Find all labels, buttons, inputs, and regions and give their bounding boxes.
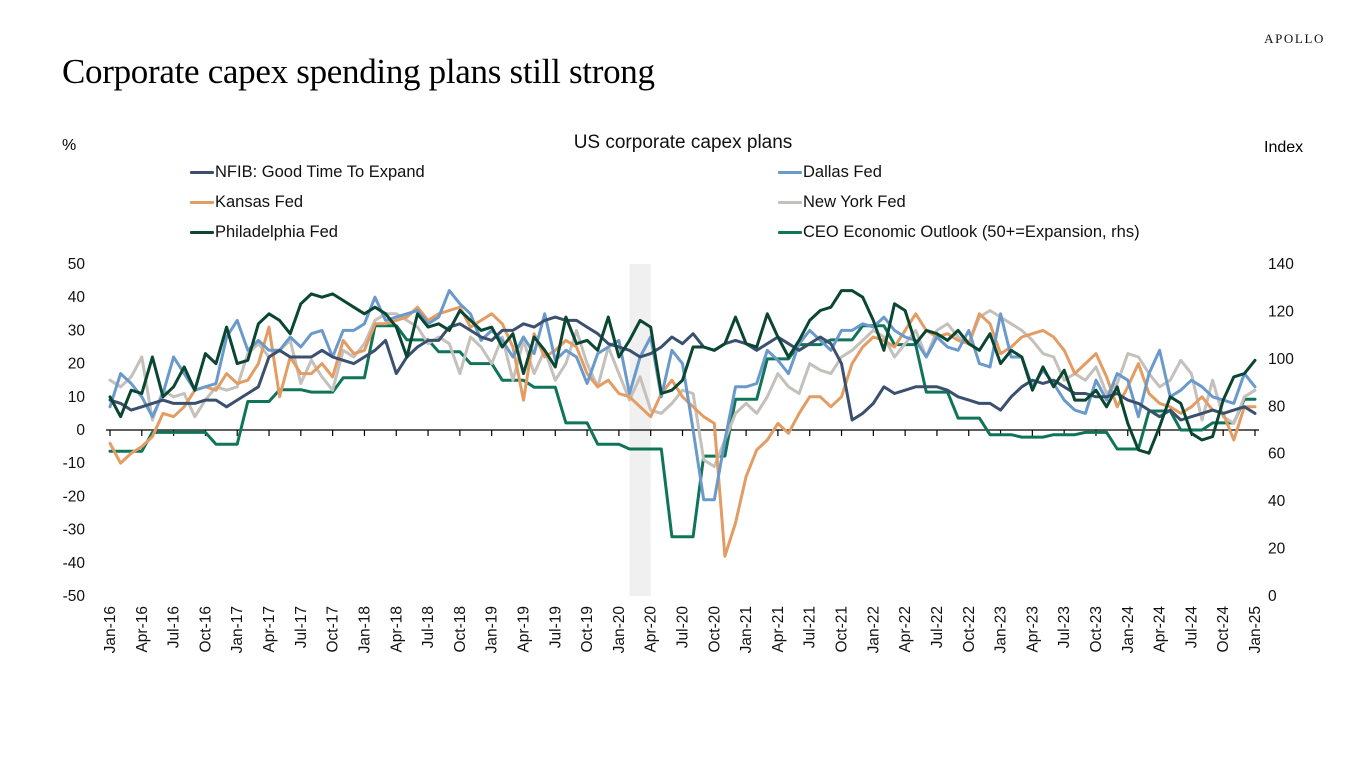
- x-tick-label: Jan-24: [1120, 606, 1137, 654]
- series-line-dallas-fed: [108, 289, 1257, 502]
- x-tick-label: Apr-24: [1152, 606, 1169, 653]
- x-tick-label: Apr-23: [1024, 606, 1041, 653]
- x-tick-label: Jan-19: [484, 606, 501, 653]
- x-tick-label: Jul-19: [547, 606, 564, 648]
- x-tick-label: Jan-21: [738, 606, 755, 653]
- y-tick-label-left: -50: [63, 588, 86, 605]
- legend-swatch-ceo-outlook: [778, 230, 802, 234]
- x-tick-label: Apr-18: [388, 606, 405, 653]
- y-tick-label-left: 30: [68, 322, 86, 339]
- x-tick-label: Jan-23: [993, 606, 1010, 653]
- x-tick-label: Oct-21: [834, 606, 851, 653]
- page-title: Corporate capex spending plans still str…: [62, 52, 655, 91]
- series-line-philadelphia-fed: [108, 289, 1257, 455]
- y-tick-label-left: -20: [63, 488, 86, 505]
- y-tick-label-left: 20: [68, 356, 86, 373]
- y-tick-label-right: 40: [1268, 493, 1286, 510]
- axes: 50403020100-10-20-30-40-5014012010080604…: [63, 256, 1295, 653]
- x-tick-label: Apr-16: [134, 606, 151, 653]
- x-tick-label: Apr-19: [515, 606, 532, 653]
- y-tick-label-right: 60: [1268, 446, 1286, 463]
- legend-label-new-york-fed: New York Fed: [803, 192, 906, 211]
- legend-label-nfib: NFIB: Good Time To Expand: [215, 162, 425, 181]
- x-tick-label: Jul-21: [802, 606, 819, 648]
- legend-label-kansas-fed: Kansas Fed: [215, 192, 304, 211]
- x-tick-label: Jul-20: [675, 606, 692, 649]
- legend-item-nfib: NFIB: Good Time To Expand: [190, 161, 425, 183]
- x-tick-label: Apr-20: [643, 606, 660, 653]
- x-tick-label: Jul-18: [420, 606, 437, 648]
- y-tick-label-left: 10: [68, 389, 86, 406]
- x-tick-label: Apr-17: [261, 606, 278, 653]
- series-line-new-york-fed: [108, 309, 1257, 468]
- x-tick-label: Jul-22: [929, 606, 946, 648]
- series-line-nfib-good-time-to-expand: [108, 315, 1257, 422]
- x-tick-label: Oct-24: [1215, 606, 1232, 653]
- x-tick-label: Jul-17: [293, 606, 310, 648]
- x-tick-label: Oct-20: [706, 606, 723, 653]
- legend-swatch-new-york-fed: [778, 200, 802, 204]
- x-tick-label: Jan-17: [229, 606, 246, 653]
- legend-swatch-philadelphia-fed: [190, 230, 214, 234]
- x-tick-label: Oct-19: [579, 606, 596, 653]
- legend-item-kansas-fed: Kansas Fed: [190, 191, 303, 213]
- legend-label-philadelphia-fed: Philadelphia Fed: [215, 222, 338, 241]
- x-tick-label: Jul-16: [166, 606, 183, 648]
- y-tick-label-right: 120: [1268, 303, 1294, 320]
- y-tick-label-right: 80: [1268, 398, 1286, 415]
- chart-title: US corporate capex plans: [573, 132, 793, 153]
- legend-swatch-kansas-fed: [190, 200, 214, 204]
- y-tick-label-left: -10: [63, 455, 86, 472]
- x-tick-label: Jan-22: [865, 606, 882, 653]
- x-tick-label: Oct-23: [1088, 606, 1105, 653]
- y-tick-label-left: 40: [68, 289, 86, 306]
- y-tick-label-right: 100: [1268, 351, 1294, 368]
- x-tick-label: Oct-17: [325, 606, 342, 653]
- y-tick-label-right: 0: [1268, 588, 1277, 605]
- legend-item-philadelphia-fed: Philadelphia Fed: [190, 221, 338, 243]
- brand-logo: APOLLO: [1264, 31, 1325, 46]
- legend-label-ceo-outlook: CEO Economic Outlook (50+=Expansion, rhs…: [803, 222, 1140, 241]
- x-tick-label: Jan-18: [356, 606, 373, 653]
- left-axis-unit-label: %: [62, 137, 77, 154]
- right-axis-unit-label: Index: [1264, 139, 1304, 156]
- series-layer: [108, 289, 1257, 558]
- x-tick-label: Jan-25: [1247, 606, 1264, 653]
- x-tick-label: Jul-23: [1056, 606, 1073, 648]
- y-tick-label-left: -30: [63, 522, 86, 539]
- legend-swatch-dallas-fed: [778, 170, 802, 174]
- series-line-kansas-fed: [108, 305, 1257, 558]
- x-tick-label: Oct-18: [452, 606, 469, 653]
- y-tick-label-right: 20: [1268, 541, 1286, 558]
- x-tick-label: Jan-16: [102, 606, 119, 653]
- y-tick-label-left: -40: [63, 555, 86, 572]
- x-tick-label: Apr-21: [770, 606, 787, 653]
- y-tick-label-left: 0: [76, 422, 85, 439]
- legend-item-ceo-outlook: CEO Economic Outlook (50+=Expansion, rhs…: [778, 221, 1140, 243]
- legend-item-new-york-fed: New York Fed: [778, 191, 906, 213]
- series-line-ceo-economic-outlook-50-expansion-rhs: [108, 324, 1257, 539]
- x-tick-label: Jan-20: [611, 606, 628, 654]
- x-tick-label: Oct-16: [197, 606, 214, 653]
- x-tick-label: Apr-22: [897, 606, 914, 653]
- legend-label-dallas-fed: Dallas Fed: [803, 162, 882, 181]
- x-tick-label: Oct-22: [961, 606, 978, 653]
- legend-item-dallas-fed: Dallas Fed: [778, 161, 882, 183]
- x-tick-label: Jul-24: [1183, 606, 1200, 649]
- y-tick-label-left: 50: [68, 256, 86, 273]
- y-tick-label-right: 140: [1268, 256, 1294, 273]
- legend-swatch-nfib: [190, 170, 214, 174]
